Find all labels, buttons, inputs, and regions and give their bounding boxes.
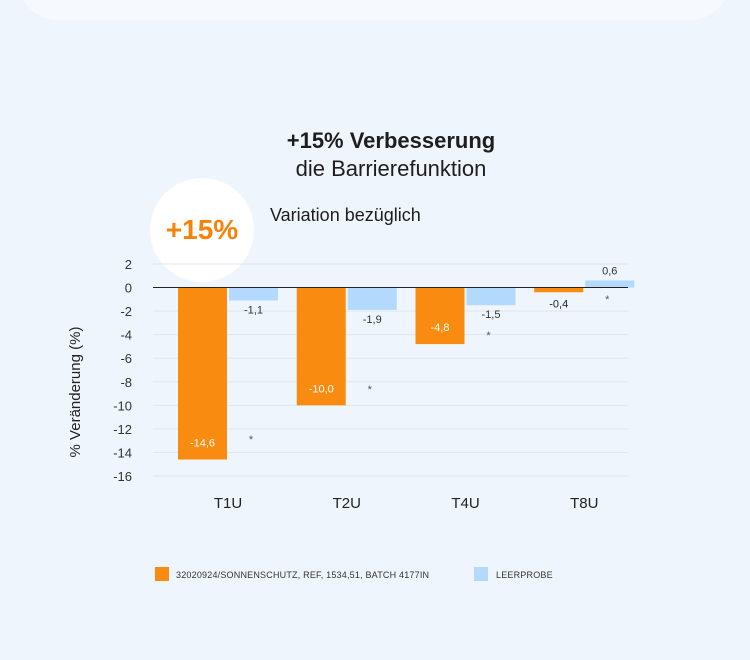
bar-product	[534, 287, 584, 293]
y-tick-label: -2	[120, 304, 132, 319]
data-label-control: -1,1	[244, 305, 263, 317]
y-tick-label: -6	[120, 351, 132, 366]
data-label-product: -14,6	[190, 438, 215, 450]
legend-label-product: 32020924/SONNENSCHUTZ, REF, 1534,51, BAT…	[176, 570, 430, 580]
chart-title: +15% Verbesserung	[286, 128, 496, 153]
x-tick-label: T2U	[333, 495, 361, 512]
y-tick-label: -8	[120, 375, 132, 390]
y-tick-label: -12	[113, 422, 132, 437]
significance-marker: *	[486, 330, 491, 342]
legend-label-control: LEERPROBE	[496, 570, 553, 580]
card-top-curve	[18, 0, 730, 20]
y-tick-label: 0	[125, 281, 132, 296]
bar-control	[229, 287, 278, 301]
x-tick-label: T8U	[570, 495, 598, 512]
x-tick-label: T4U	[451, 495, 479, 512]
y-tick-label: -10	[113, 398, 132, 413]
y-tick-label: -14	[113, 445, 132, 460]
legend-swatch-product	[155, 567, 169, 581]
significance-marker: *	[605, 294, 610, 306]
data-label-product: -10,0	[309, 383, 334, 395]
data-label-product: -4,8	[431, 322, 450, 334]
bar-control	[347, 287, 397, 310]
x-tick-label: T1U	[214, 495, 242, 512]
y-tick-label: 2	[125, 257, 132, 272]
y-axis-label: % Veränderung (%)	[67, 327, 84, 458]
bar-product	[178, 287, 227, 460]
variation-label: Variation bezüglich	[270, 205, 421, 225]
data-label-control: 0,6	[602, 265, 617, 277]
significance-marker: *	[249, 434, 254, 446]
data-label-control: -1,5	[482, 309, 501, 321]
data-label-control: -1,9	[363, 314, 382, 326]
y-tick-label: -4	[120, 328, 132, 343]
y-tick-label: -16	[113, 469, 132, 484]
bar-control	[466, 287, 516, 306]
legend-swatch-control	[474, 567, 488, 581]
improvement-badge: +15%	[150, 178, 254, 282]
significance-marker: *	[368, 384, 373, 396]
bar-product	[415, 287, 465, 345]
bar-product	[296, 287, 346, 406]
bar-control	[585, 280, 635, 288]
chart-subtitle-line: die Barrierefunktion	[295, 156, 487, 181]
data-label-product: -0,4	[549, 298, 568, 310]
